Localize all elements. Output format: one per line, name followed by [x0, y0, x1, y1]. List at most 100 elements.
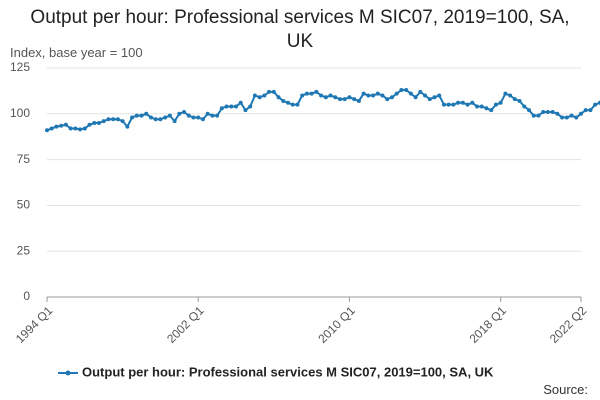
data-point: [593, 102, 598, 107]
data-point: [503, 91, 508, 96]
data-point: [111, 117, 116, 122]
data-point: [527, 108, 532, 113]
data-point: [408, 91, 413, 96]
data-point: [158, 117, 163, 122]
y-tick-label: 75: [17, 152, 31, 166]
data-point: [309, 91, 314, 96]
data-point: [541, 109, 546, 114]
data-point: [583, 108, 588, 113]
data-point: [446, 102, 451, 107]
data-point: [337, 97, 342, 102]
data-point: [186, 113, 191, 118]
data-point: [385, 97, 390, 102]
data-point: [68, 126, 73, 131]
x-tick-label: 2022 Q2: [547, 303, 590, 346]
data-point: [423, 93, 428, 98]
data-point: [347, 95, 352, 100]
data-point: [300, 93, 305, 98]
data-point: [115, 117, 120, 122]
data-point: [290, 102, 295, 107]
data-point: [205, 111, 210, 116]
data-point: [451, 102, 456, 107]
data-point: [427, 97, 432, 102]
data-point: [404, 87, 409, 92]
data-point: [470, 100, 475, 105]
y-tick-label: 0: [23, 289, 30, 303]
x-tick-label: 2018 Q1: [467, 303, 510, 346]
data-point: [163, 115, 168, 120]
data-point: [342, 97, 347, 102]
data-point: [432, 95, 437, 100]
data-point: [456, 100, 461, 105]
series-line: [46, 88, 600, 132]
data-point: [219, 106, 224, 111]
data-point: [597, 100, 600, 105]
x-tick-label: 2002 Q1: [164, 303, 207, 346]
data-point: [555, 111, 560, 116]
data-point: [319, 93, 324, 98]
data-point: [234, 104, 239, 109]
data-point: [361, 91, 366, 96]
data-point: [437, 93, 442, 98]
y-axis-label: Index, base year = 100: [10, 45, 143, 60]
data-point: [130, 115, 135, 120]
data-point: [229, 104, 234, 109]
data-point: [380, 93, 385, 98]
y-tick-label: 125: [10, 60, 30, 74]
data-point: [45, 128, 49, 133]
data-point: [210, 113, 215, 118]
data-point: [475, 104, 480, 109]
legend-marker: [65, 370, 71, 376]
data-point: [148, 115, 153, 120]
data-point: [281, 98, 286, 103]
data-point: [333, 95, 338, 100]
data-point: [243, 108, 248, 113]
data-point: [106, 117, 111, 122]
y-tick-label: 100: [10, 106, 30, 120]
data-point: [460, 100, 465, 105]
data-point: [323, 95, 328, 100]
data-point: [371, 93, 376, 98]
data-point: [574, 115, 579, 120]
data-point: [479, 104, 484, 109]
data-point: [465, 102, 470, 107]
data-point: [248, 104, 253, 109]
data-point: [73, 126, 78, 131]
data-point: [489, 108, 494, 113]
data-point: [92, 120, 97, 125]
data-point: [560, 115, 565, 120]
data-point: [413, 95, 418, 100]
data-point: [200, 117, 205, 122]
data-point: [493, 102, 498, 107]
data-point: [512, 97, 517, 102]
data-point: [54, 124, 59, 129]
data-point: [366, 93, 371, 98]
data-point: [517, 98, 522, 103]
data-point: [536, 113, 541, 118]
data-point: [564, 115, 569, 120]
data-point: [328, 93, 333, 98]
data-point: [389, 95, 394, 100]
data-point: [224, 104, 229, 109]
data-point: [569, 113, 574, 118]
data-point: [267, 89, 272, 94]
data-point: [252, 93, 257, 98]
data-point: [531, 113, 536, 118]
data-point: [352, 97, 357, 102]
data-point: [399, 87, 404, 92]
data-point: [196, 115, 201, 120]
data-point: [314, 89, 319, 94]
data-point: [262, 93, 267, 98]
y-tick-label: 25: [17, 243, 31, 257]
data-point: [418, 89, 423, 94]
data-point: [375, 91, 380, 96]
data-point: [498, 100, 503, 105]
data-point: [271, 89, 276, 94]
data-point: [394, 91, 399, 96]
data-point: [484, 106, 489, 111]
data-point: [550, 109, 555, 114]
data-point: [286, 100, 291, 105]
chart-title: Output per hour: Professional services M…: [30, 7, 570, 52]
data-point: [49, 126, 54, 131]
